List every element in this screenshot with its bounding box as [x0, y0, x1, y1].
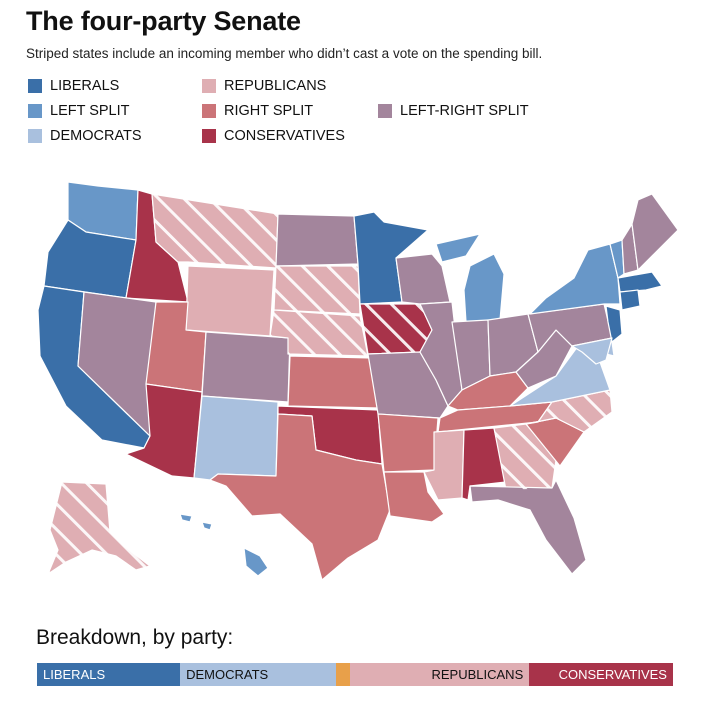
state-ks[interactable]: [287, 355, 379, 409]
legend-swatch: [378, 104, 392, 118]
legend-swatch: [28, 104, 42, 118]
state-ct[interactable]: [619, 289, 641, 311]
state-fl[interactable]: [469, 479, 587, 575]
state-hi[interactable]: [179, 513, 269, 577]
legend-label: DEMOCRATS: [50, 128, 142, 144]
legend-item-republicans: REPUBLICANS: [202, 78, 326, 94]
breakdown-bar: LIBERALS DEMOCRATS REPUBLICANS CONSERVAT…: [37, 663, 673, 686]
state-sd[interactable]: [273, 265, 361, 315]
legend-item-left-right-split: LEFT-RIGHT SPLIT: [378, 103, 529, 119]
state-ny[interactable]: [529, 243, 621, 315]
legend-item-liberals: LIBERALS: [28, 78, 119, 94]
state-ia[interactable]: [359, 303, 433, 355]
legend: LIBERALS LEFT SPLIT DEMOCRATS REPUBLICAN…: [28, 78, 588, 150]
breakdown-title: Breakdown, by party:: [36, 626, 234, 649]
legend-swatch: [202, 79, 216, 93]
page-subtitle: Striped states include an incoming membe…: [26, 46, 543, 61]
bar-segment-liberals: LIBERALS: [37, 663, 181, 686]
legend-label: REPUBLICANS: [224, 78, 327, 94]
legend-swatch: [28, 129, 42, 143]
state-me[interactable]: [631, 193, 679, 271]
bar-segment-republicans: REPUBLICANS: [349, 663, 530, 686]
legend-item-conservatives: CONSERVATIVES: [202, 128, 345, 144]
legend-item-left-split: LEFT SPLIT: [28, 103, 130, 119]
state-nm[interactable]: [193, 395, 279, 481]
state-ma[interactable]: [617, 271, 663, 293]
us-senate-map: [37, 181, 679, 581]
legend-label: LEFT-RIGHT SPLIT: [400, 103, 529, 119]
state-wy[interactable]: [185, 265, 275, 337]
state-ak[interactable]: [47, 481, 151, 575]
legend-label: RIGHT SPLIT: [224, 103, 314, 119]
legend-item-right-split: RIGHT SPLIT: [202, 103, 313, 119]
page-title: The four-party Senate: [26, 6, 301, 36]
bar-segment-label: LIBERALS: [43, 667, 106, 682]
state-nd[interactable]: [275, 213, 359, 267]
bar-segment-conservatives: CONSERVATIVES: [529, 663, 673, 686]
bar-segment-democrats: DEMOCRATS: [180, 663, 336, 686]
bar-segment-label: CONSERVATIVES: [558, 667, 667, 682]
state-tx[interactable]: [209, 413, 391, 581]
state-nj[interactable]: [605, 305, 623, 343]
legend-swatch: [202, 129, 216, 143]
bar-segment-label: REPUBLICANS: [431, 667, 524, 682]
legend-label: CONSERVATIVES: [224, 128, 345, 144]
bar-segment-label: DEMOCRATS: [186, 667, 269, 682]
legend-label: LIBERALS: [50, 78, 120, 94]
legend-swatch: [28, 79, 42, 93]
legend-swatch: [202, 104, 216, 118]
state-co[interactable]: [201, 331, 291, 403]
legend-label: LEFT SPLIT: [50, 103, 130, 119]
legend-item-democrats: DEMOCRATS: [28, 128, 142, 144]
state-ar[interactable]: [377, 413, 439, 473]
state-md[interactable]: [571, 337, 613, 365]
bar-segment-independents: [335, 663, 350, 686]
